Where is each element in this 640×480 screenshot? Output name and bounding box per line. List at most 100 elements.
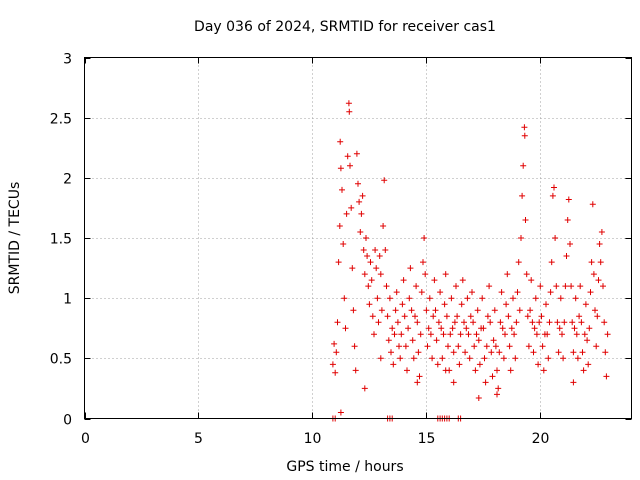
data-point xyxy=(397,355,404,362)
data-point xyxy=(399,301,406,308)
data-point xyxy=(412,313,418,320)
data-point xyxy=(366,301,373,308)
data-point xyxy=(427,331,434,338)
data-point xyxy=(498,289,505,296)
data-point xyxy=(563,253,570,259)
data-point xyxy=(423,307,430,314)
data-point xyxy=(481,355,488,362)
data-point xyxy=(469,289,475,296)
data-point xyxy=(442,271,449,278)
data-point xyxy=(445,343,451,350)
data-point xyxy=(494,367,500,374)
data-point xyxy=(342,325,349,332)
data-point xyxy=(368,277,375,284)
data-point xyxy=(470,319,477,326)
data-point xyxy=(365,283,372,290)
data-point xyxy=(404,367,410,374)
data-point xyxy=(417,331,424,338)
data-point xyxy=(554,319,561,326)
data-point xyxy=(406,295,413,302)
data-point xyxy=(346,108,353,115)
data-point xyxy=(594,313,601,320)
data-point xyxy=(578,319,585,326)
data-point xyxy=(572,295,579,302)
data-point xyxy=(333,349,340,356)
data-point xyxy=(459,277,466,284)
data-point xyxy=(384,313,391,320)
data-point xyxy=(383,283,390,290)
data-point xyxy=(449,325,456,332)
data-point xyxy=(347,162,353,169)
data-point xyxy=(604,331,611,338)
data-point xyxy=(339,186,345,193)
data-point xyxy=(358,210,365,217)
data-point xyxy=(466,355,473,362)
data-point xyxy=(344,153,351,160)
x-tick-label: 15 xyxy=(418,431,436,447)
data-point xyxy=(473,331,480,338)
data-point xyxy=(528,277,535,284)
data-point xyxy=(343,210,350,217)
data-point xyxy=(521,124,528,131)
data-point xyxy=(521,132,528,139)
data-point xyxy=(560,355,567,362)
data-point xyxy=(573,331,580,338)
data-point xyxy=(593,343,600,350)
data-point xyxy=(456,361,463,368)
data-point xyxy=(418,289,425,296)
data-point xyxy=(512,355,519,362)
data-point xyxy=(598,229,605,235)
data-point xyxy=(533,331,540,338)
data-point xyxy=(523,271,530,278)
data-point xyxy=(361,271,368,278)
data-point xyxy=(532,295,539,302)
data-point xyxy=(537,283,544,290)
data-point xyxy=(503,301,510,308)
data-point xyxy=(480,325,487,332)
data-point xyxy=(434,361,441,368)
y-tick-label: 1.5 xyxy=(50,232,72,248)
data-point xyxy=(535,361,542,368)
data-point xyxy=(363,235,369,241)
data-point xyxy=(596,241,603,247)
data-point xyxy=(580,367,587,374)
data-point xyxy=(422,271,429,278)
data-point xyxy=(585,361,592,368)
data-point xyxy=(602,349,609,356)
data-point xyxy=(479,295,486,302)
y-tick-label: 0.5 xyxy=(50,352,72,368)
data-point xyxy=(356,198,363,205)
data-point xyxy=(390,361,397,368)
data-point xyxy=(507,367,514,374)
data-point xyxy=(349,265,356,272)
data-point xyxy=(350,307,357,314)
data-point xyxy=(488,349,495,356)
data-point xyxy=(514,289,521,296)
data-point xyxy=(416,373,423,380)
data-point xyxy=(584,337,591,344)
data-point xyxy=(337,409,344,416)
data-point xyxy=(495,385,502,392)
grid-lines xyxy=(84,57,632,419)
data-point xyxy=(375,319,382,326)
data-point xyxy=(331,340,338,347)
data-point xyxy=(340,241,347,247)
x-tick-label: 20 xyxy=(532,431,550,447)
data-point xyxy=(552,235,559,241)
data-point xyxy=(443,313,450,320)
data-point xyxy=(394,319,401,326)
data-point xyxy=(415,349,422,356)
data-point xyxy=(546,319,553,326)
data-point xyxy=(439,355,446,362)
data-point xyxy=(337,138,344,145)
data-point xyxy=(348,204,355,211)
y-tick-label: 3 xyxy=(63,52,72,68)
data-point xyxy=(421,235,428,241)
data-point xyxy=(551,184,557,191)
data-points xyxy=(329,100,611,422)
data-point xyxy=(334,319,341,326)
data-point xyxy=(510,295,516,302)
data-point xyxy=(527,307,534,314)
data-point xyxy=(386,295,393,302)
data-point xyxy=(601,319,608,326)
